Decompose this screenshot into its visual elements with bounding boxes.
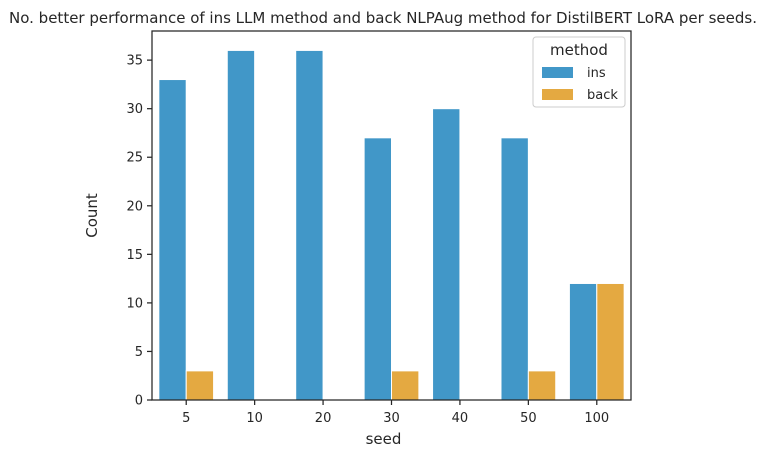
y-tick-label: 5: [135, 345, 143, 360]
bar-back-seed-100: [596, 282, 625, 401]
legend-swatch-back: [542, 89, 573, 100]
legend-label-ins: ins: [587, 66, 606, 81]
y-tick-label: 0: [135, 394, 143, 409]
bar-back-seed-30: [391, 370, 420, 401]
y-axis-ticks: 0 5 10 15 20 25 30 35: [126, 54, 152, 409]
x-tick-label: 50: [520, 411, 537, 426]
bar-ins-seed-20: [295, 49, 324, 401]
y-tick-label: 10: [126, 296, 143, 311]
x-tick-label: 10: [246, 411, 263, 426]
x-tick-label: 20: [315, 411, 332, 426]
bar-ins-seed-10: [226, 49, 256, 401]
legend-label-back: back: [587, 88, 618, 103]
x-tick-label: 5: [182, 411, 190, 426]
x-axis-ticks: 5 10 20 30 40 50 100: [182, 400, 609, 426]
y-axis-label: Count: [83, 193, 101, 238]
bar-back-seed-5: [185, 370, 215, 401]
y-tick-label: 25: [126, 151, 143, 166]
legend-items: ins back: [542, 66, 618, 103]
legend: method ins back: [532, 36, 626, 108]
legend-swatch-ins: [542, 67, 573, 78]
bar-back-seed-50: [527, 370, 557, 401]
x-tick-label: 30: [383, 411, 400, 426]
x-tick-label: 40: [452, 411, 469, 426]
bars-layer: [158, 49, 625, 401]
bar-ins-seed-50: [500, 137, 529, 401]
bar-ins-seed-100: [568, 282, 598, 401]
x-axis-label: seed: [366, 430, 402, 448]
bar-ins-seed-5: [158, 79, 187, 401]
legend-title: method: [550, 41, 608, 59]
y-tick-label: 15: [126, 248, 143, 263]
chart-title: No. better performance of ins LLM method…: [9, 9, 757, 27]
bar-ins-seed-40: [432, 108, 461, 401]
x-tick-label: 100: [584, 411, 609, 426]
y-tick-label: 35: [126, 54, 143, 69]
bar-ins-seed-30: [363, 137, 393, 401]
y-tick-label: 30: [126, 102, 143, 117]
y-tick-label: 20: [126, 199, 143, 214]
